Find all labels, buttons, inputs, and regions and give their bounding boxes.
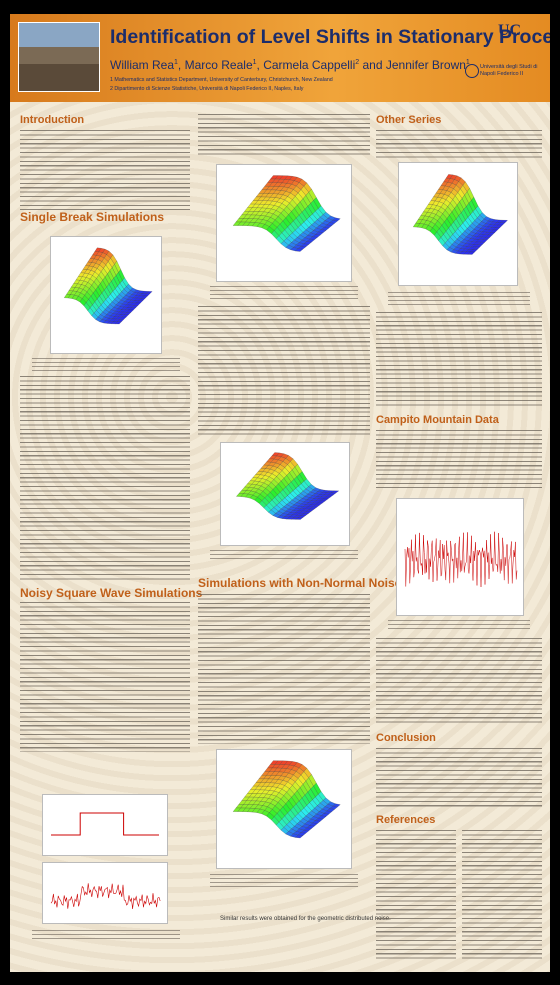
figure <box>396 498 524 616</box>
section-heading: References <box>376 814 435 826</box>
caption <box>210 874 358 888</box>
figure <box>216 749 352 869</box>
figure <box>42 794 168 856</box>
paragraph <box>20 376 190 580</box>
caption <box>388 292 530 306</box>
header: Identification of Level Shifts in Statio… <box>10 14 550 102</box>
paragraph <box>376 748 542 808</box>
author: William Rea <box>110 58 174 72</box>
author: Jennifer Brown <box>386 58 466 72</box>
square-wave <box>51 813 159 835</box>
section-heading: Conclusion <box>376 732 436 744</box>
title: Identification of Level Shifts in Statio… <box>110 26 550 49</box>
paragraph <box>20 602 190 752</box>
caption <box>388 620 530 632</box>
paragraph <box>376 430 542 488</box>
references <box>376 830 456 962</box>
figure <box>42 862 168 924</box>
figure <box>220 442 350 546</box>
section-heading: Introduction <box>20 114 84 126</box>
author: Marco Reale <box>185 58 253 72</box>
affiliation: 1 Mathematics and Statistics Department,… <box>110 77 333 83</box>
figure <box>398 162 518 286</box>
section-heading: Single Break Simulations <box>20 210 164 224</box>
affiliation: 2 Dipartimento di Scienze Statistiche, U… <box>110 86 303 92</box>
paragraph <box>376 130 542 160</box>
caption <box>210 286 358 300</box>
header-photo <box>18 22 100 92</box>
section-heading: Noisy Square Wave Simulations <box>20 586 202 600</box>
logo: UC <box>498 22 521 40</box>
author-affiliation: 1 <box>253 59 257 66</box>
authors: William Rea1, Marco Reale1, Carmela Capp… <box>110 58 470 72</box>
section-heading: Other Series <box>376 114 441 126</box>
logo: Università degli Studi di Napoli Federic… <box>480 64 546 78</box>
poster: Identification of Level Shifts in Statio… <box>10 14 550 972</box>
paragraph <box>198 114 370 158</box>
author: Carmela Cappelli <box>263 58 355 72</box>
paragraph <box>198 594 370 744</box>
figure <box>50 236 162 354</box>
references <box>462 830 542 962</box>
caption <box>32 930 180 942</box>
series-line <box>51 883 160 909</box>
section-heading: Simulations with Non-Normal Noise <box>198 576 401 590</box>
figure <box>216 164 352 282</box>
caption <box>210 550 358 562</box>
logo-seal <box>465 64 479 78</box>
author-affiliation: 1 <box>174 59 178 66</box>
paragraph <box>376 638 542 724</box>
section-heading: Campito Mountain Data <box>376 414 499 426</box>
paragraph <box>198 306 370 438</box>
series-line <box>405 532 517 587</box>
paragraph <box>376 312 542 408</box>
paragraph <box>20 130 190 210</box>
caption <box>32 358 180 372</box>
conjunction: and <box>363 58 383 72</box>
author-affiliation: 2 <box>355 59 359 66</box>
paragraph: Similar results were obtained for the ge… <box>220 916 391 922</box>
